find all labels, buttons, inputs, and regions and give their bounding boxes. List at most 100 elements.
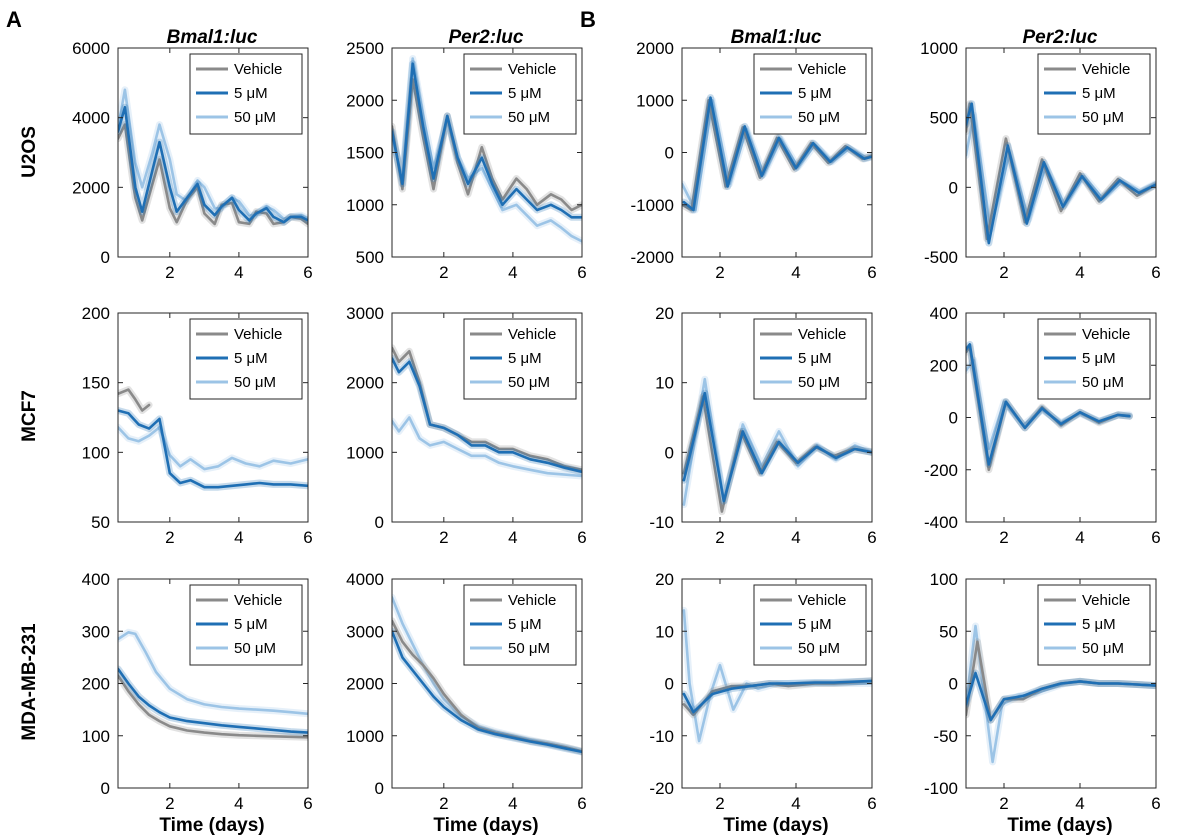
row-label-u2os: U2OS <box>19 126 40 178</box>
y-tick-label: 20 <box>655 570 674 589</box>
legend-label: Vehicle <box>234 592 282 609</box>
series-group <box>118 628 308 741</box>
y-tick-label: 4000 <box>72 109 110 128</box>
panel-a-u2os-per2-luc: 2 4 6 500 1000 1500 2000 2500 Vehicle 5 μM 50 μM <box>346 39 587 282</box>
series-line-vehicle <box>682 395 872 513</box>
series-line-50-m <box>392 416 582 478</box>
y-tick-label: -50 <box>933 727 958 746</box>
legend-label: 50 μM <box>798 109 840 126</box>
x-tick-label: 2 <box>715 794 724 813</box>
legend-label: 5 μM <box>508 350 542 367</box>
x-tick-label: 2 <box>439 528 448 547</box>
series-group <box>966 340 1133 474</box>
y-tick-label: 50 <box>91 513 110 532</box>
x-tick-label: 6 <box>867 794 876 813</box>
panel-b-u2os-per2-luc: 2 4 6 -500 0 500 1000 Vehicle 5 μM 50 μM <box>920 39 1161 282</box>
legend: Vehicle 5 μM 50 μM <box>753 53 867 135</box>
y-tick-label: -10 <box>649 513 674 532</box>
legend-label: 50 μM <box>508 640 550 657</box>
y-tick-label: 2000 <box>72 178 110 197</box>
x-axis-label-col3: Time (days) <box>723 815 828 836</box>
y-tick-label: 1000 <box>346 196 384 215</box>
y-tick-label: -2000 <box>631 248 674 267</box>
legend: Vehicle 5 μM 50 μM <box>1037 318 1151 400</box>
y-tick-label: 3000 <box>346 304 384 323</box>
legend-label: 50 μM <box>234 640 276 657</box>
y-tick-label: 300 <box>82 622 110 641</box>
legend-label: 50 μM <box>234 109 276 126</box>
axes-frame <box>681 312 873 523</box>
series-group <box>682 606 872 745</box>
legend-label: 5 μM <box>234 85 268 102</box>
x-tick-label: 6 <box>867 263 876 282</box>
x-tick-label: 4 <box>1075 794 1084 813</box>
y-tick-label: 0 <box>375 513 384 532</box>
panel-b-mda-mb-231-per2-luc: 2 4 6 -100 -50 0 50 100 Vehicle 5 μM 50 μM <box>924 570 1161 813</box>
panel-letter-b: B <box>580 7 596 32</box>
column-title-a-bmal1: Bmal1:luc <box>167 27 258 48</box>
y-tick-label: 50 <box>939 622 958 641</box>
legend-label: 50 μM <box>508 109 550 126</box>
legend-label: Vehicle <box>1082 61 1130 78</box>
y-tick-label: -500 <box>924 248 958 267</box>
series-line-5-m <box>118 667 308 734</box>
legend-label: Vehicle <box>234 326 282 343</box>
legend-label: 5 μM <box>508 85 542 102</box>
legend-label: 5 μM <box>1082 350 1116 367</box>
series-line-50-m <box>118 631 308 716</box>
x-axis-label-col2: Time (days) <box>433 815 538 836</box>
x-tick-label: 4 <box>1075 528 1084 547</box>
series-line-50-m <box>118 88 308 220</box>
x-tick-label: 4 <box>791 263 800 282</box>
x-axis-label-col1: Time (days) <box>159 815 264 836</box>
legend-label: Vehicle <box>1082 592 1130 609</box>
x-tick-label: 4 <box>791 794 800 813</box>
legend-label: 5 μM <box>508 616 542 633</box>
y-tick-label: -20 <box>649 779 674 798</box>
series-line-5-m <box>392 630 582 754</box>
y-tick-label: 0 <box>665 144 674 163</box>
x-tick-label: 2 <box>999 263 1008 282</box>
x-tick-label: 4 <box>234 528 243 547</box>
legend-label: Vehicle <box>798 592 846 609</box>
legend-label: Vehicle <box>798 61 846 78</box>
y-tick-label: 500 <box>930 109 958 128</box>
column-title-b-per2: Per2:luc <box>1023 27 1098 48</box>
legend-label: 50 μM <box>1082 109 1124 126</box>
y-tick-label: 200 <box>930 356 958 375</box>
legend-label: Vehicle <box>234 61 282 78</box>
legend-label: 50 μM <box>508 374 550 391</box>
series-group <box>392 344 582 480</box>
legend-label: 5 μM <box>798 616 832 633</box>
x-tick-label: 4 <box>1075 263 1084 282</box>
legend: Vehicle 5 μM 50 μM <box>463 53 577 135</box>
legend-label: 50 μM <box>234 374 276 391</box>
x-tick-label: 6 <box>1151 263 1160 282</box>
x-tick-label: 6 <box>1151 794 1160 813</box>
y-tick-label: 150 <box>82 374 110 393</box>
y-tick-label: 500 <box>356 248 384 267</box>
panel-letter-a: A <box>6 7 22 32</box>
panel-a-mda-mb-231-per2-luc: 2 4 6 0 1000 2000 3000 4000 Vehicle 5 μM 50 μM <box>346 570 587 813</box>
legend-label: 5 μM <box>798 350 832 367</box>
x-tick-label: 6 <box>303 528 312 547</box>
y-tick-label: 3000 <box>346 622 384 641</box>
panel-b-mcf7-per2-luc: 2 4 6 -400 -200 0 200 400 Vehicle 5 μM 50 μM <box>924 304 1161 547</box>
y-tick-label: 10 <box>655 374 674 393</box>
legend: Vehicle 5 μM 50 μM <box>189 53 303 135</box>
x-tick-label: 2 <box>165 794 174 813</box>
y-tick-label: 1000 <box>920 39 958 58</box>
column-title-a-per2: Per2:luc <box>449 27 524 48</box>
x-tick-label: 6 <box>867 528 876 547</box>
legend-label: 5 μM <box>1082 616 1116 633</box>
panel-a-mcf7-per2-luc: 2 4 6 0 1000 2000 3000 Vehicle 5 μM 50 μM <box>346 304 587 547</box>
y-tick-label: 400 <box>930 304 958 323</box>
x-tick-label: 2 <box>439 263 448 282</box>
axes-frame <box>117 312 309 523</box>
series-line-vehicle <box>392 346 582 472</box>
legend-label: 50 μM <box>798 640 840 657</box>
x-tick-label: 4 <box>234 794 243 813</box>
legend: Vehicle 5 μM 50 μM <box>753 584 867 666</box>
x-tick-label: 2 <box>715 528 724 547</box>
